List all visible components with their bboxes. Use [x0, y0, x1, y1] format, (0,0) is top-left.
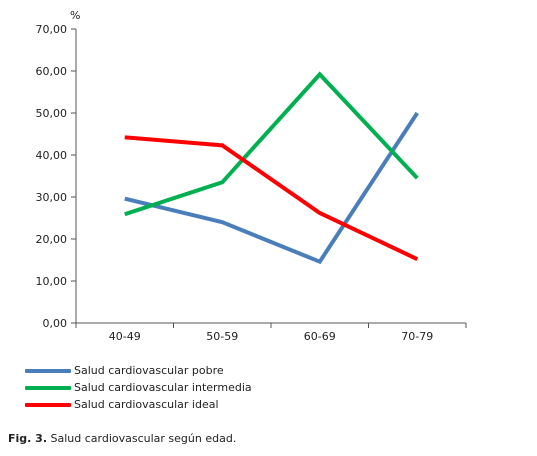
chart-axes — [75, 29, 466, 324]
y-tick-label: 60,00 — [36, 65, 68, 78]
legend-item-ideal: Salud cardiovascular ideal — [25, 396, 252, 413]
chart-ticks: 0,00 10,00 20,00 30,00 40,00 50,00 60,00 70,00 4… — [36, 23, 467, 343]
chart-series — [124, 71, 419, 265]
legend-item-pobre: Salud cardiovascular pobre — [25, 362, 252, 379]
line-chart: 0,00 10,00 20,00 30,00 40,00 50,00 60,00 70,00 4… — [36, 9, 467, 343]
legend-swatch-ideal — [25, 402, 71, 407]
x-tick-label: 60-69 — [304, 330, 336, 343]
y-axis-label: % — [70, 9, 80, 22]
series-line-0 — [124, 111, 419, 265]
y-tick-label: 50,00 — [36, 107, 68, 120]
legend-item-intermedia: Salud cardiovascular intermedia — [25, 379, 252, 396]
y-tick-label: 0,00 — [43, 317, 68, 330]
legend-swatch-intermedia — [25, 385, 71, 390]
y-tick-label: 30,00 — [36, 191, 68, 204]
chart-legend: Salud cardiovascular pobre Salud cardiov… — [25, 362, 252, 413]
legend-swatch-pobre — [25, 368, 71, 373]
caption-text: Salud cardiovascular según edad. — [50, 432, 237, 445]
caption-prefix: Fig. 3. — [8, 432, 47, 445]
y-tick-label: 20,00 — [36, 233, 68, 246]
x-tick-label: 70-79 — [401, 330, 433, 343]
legend-label-intermedia: Salud cardiovascular intermedia — [74, 381, 252, 394]
legend-label-ideal: Salud cardiovascular ideal — [74, 398, 219, 411]
y-tick-label: 10,00 — [36, 275, 68, 288]
legend-label-pobre: Salud cardiovascular pobre — [74, 364, 224, 377]
y-tick-label: 40,00 — [36, 149, 68, 162]
series-line-2 — [124, 135, 419, 261]
x-tick-label: 40-49 — [109, 330, 141, 343]
series-line-1 — [124, 71, 419, 217]
figure-caption: Fig. 3. Salud cardiovascular según edad. — [8, 432, 236, 445]
x-tick-label: 50-59 — [206, 330, 238, 343]
y-tick-label: 70,00 — [36, 23, 68, 36]
